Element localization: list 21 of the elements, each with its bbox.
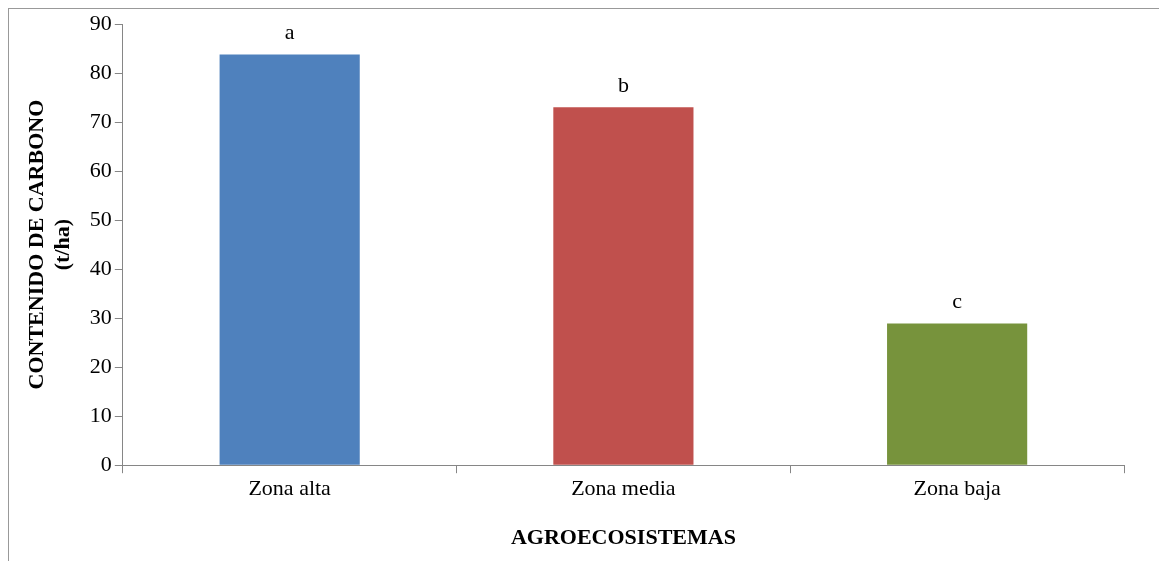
y-tick-label: 60 (89, 156, 112, 182)
y-tick-label: 10 (89, 401, 112, 427)
y-axis-title: CONTENIDO DE CARBONO (t/ha) (22, 99, 75, 390)
x-tick-label: Zona baja (913, 475, 1002, 501)
x-tick-label: Zona alta (248, 475, 332, 501)
y-tick-label: 30 (89, 303, 112, 329)
x-axis-title: AGROECOSISTEMAS (510, 524, 736, 550)
y-tick-label: 20 (89, 352, 112, 378)
annotation: c (952, 288, 963, 314)
annotation: a (284, 19, 295, 45)
y-tick-label: 40 (89, 254, 112, 280)
x-tick-label: Zona media (571, 475, 676, 501)
bar (887, 323, 1028, 465)
annotation: b (617, 72, 629, 98)
y-tick-label: 80 (89, 58, 112, 84)
bar (553, 107, 694, 465)
bar (219, 54, 360, 465)
y-tick-label: 90 (89, 9, 112, 35)
y-tick-label: 70 (89, 107, 112, 133)
y-tick-label: 0 (100, 450, 112, 476)
y-tick-label: 50 (89, 205, 112, 231)
